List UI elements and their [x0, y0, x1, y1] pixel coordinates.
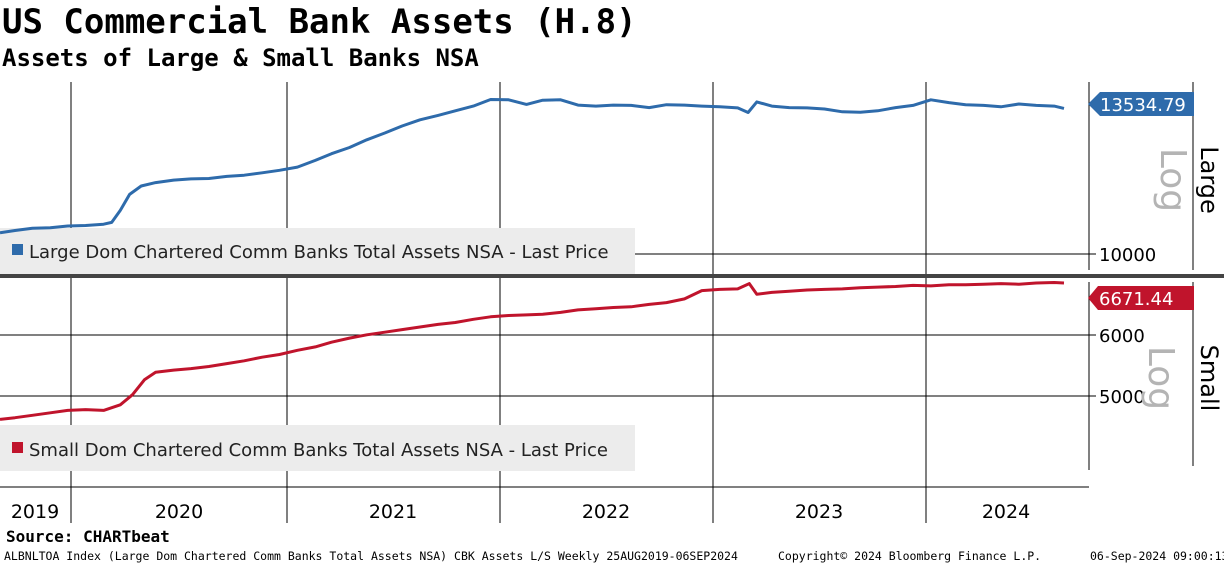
index-description: ALBNLTOA Index (Large Dom Chartered Comm… [4, 549, 738, 563]
tick-label-5000: 5000 [1099, 387, 1145, 408]
large-legend-label: Large Dom Chartered Comm Banks Total Ass… [29, 242, 609, 263]
x-label-2023: 2023 [795, 501, 843, 523]
large-last-price-tag [1088, 92, 1194, 116]
small-side-label-group: Small [1195, 345, 1223, 412]
large-side-label: Large [1195, 146, 1223, 214]
large-banks-panel: 10000 Large Dom Chartered Comm Banks Tot… [0, 82, 1223, 274]
copyright-text: Copyright© 2024 Bloomberg Finance L.P. [778, 549, 1042, 563]
x-label-2021: 2021 [369, 501, 417, 523]
small-legend-box [0, 425, 635, 471]
small-log-label-group: Log [1140, 346, 1181, 410]
small-last-price-value: 6671.44 [1099, 289, 1173, 310]
chart-subtitle: Assets of Large & Small Banks NSA [2, 44, 479, 72]
tick-label-6000: 6000 [1099, 326, 1145, 347]
tick-label-10000: 10000 [1099, 245, 1156, 266]
large-side-label-group: Large [1195, 146, 1223, 214]
small-legend-label: Small Dom Chartered Comm Banks Total Ass… [29, 440, 608, 461]
x-label-2024: 2024 [982, 501, 1030, 523]
x-label-2019: 2019 [11, 501, 59, 523]
large-last-price-value: 13534.79 [1100, 95, 1186, 116]
large-legend-box [0, 228, 635, 274]
small-series-line [0, 281, 1065, 421]
small-last-price-tag [1088, 286, 1194, 310]
large-series-line [0, 98, 1065, 235]
small-log-label: Log [1140, 346, 1181, 410]
large-log-label-group: Log [1152, 148, 1193, 212]
x-axis-labels: 2019 2020 2021 2022 2023 2024 [11, 501, 1030, 523]
x-label-2020: 2020 [155, 501, 203, 523]
small-side-label: Small [1195, 345, 1223, 412]
small-legend-swatch [12, 442, 23, 453]
small-banks-panel: 6000 5000 Small Dom Chartered Comm Banks… [0, 281, 1223, 471]
timestamp-text: 06-Sep-2024 09:00:13 [1090, 549, 1224, 563]
large-log-label: Log [1152, 148, 1193, 212]
x-label-2022: 2022 [582, 501, 630, 523]
chart-title: US Commercial Bank Assets (H.8) [2, 2, 637, 42]
large-legend-swatch [12, 244, 23, 255]
source-label: Source: CHARTbeat [6, 527, 170, 546]
